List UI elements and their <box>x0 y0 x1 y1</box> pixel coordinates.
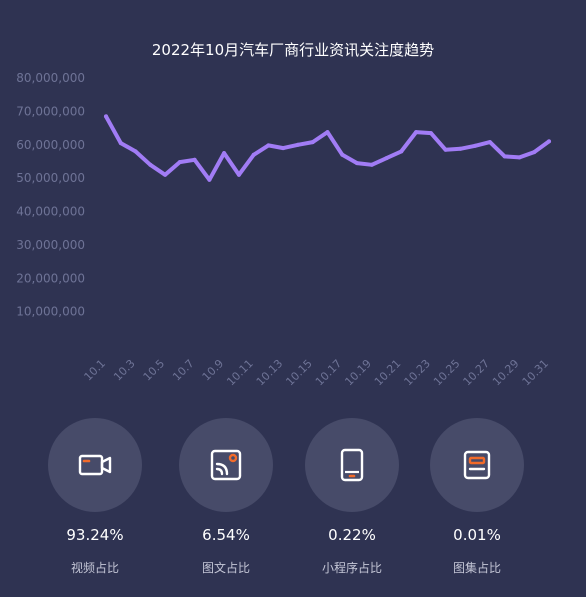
stat-image-text: 6.54% 图文占比 <box>166 418 286 588</box>
data-point <box>104 114 108 119</box>
video-icon-circle <box>48 418 142 512</box>
image-text-icon-circle <box>179 418 273 512</box>
stat-mini-program-percent: 0.22% <box>328 526 376 544</box>
x-tick-label: 10.19 <box>342 357 373 388</box>
data-point <box>384 156 389 161</box>
data-point <box>177 160 182 165</box>
y-tick-label: 80,000,000 <box>16 71 85 85</box>
gallery-icon <box>463 450 491 480</box>
stat-video-label: 视频占比 <box>70 561 119 575</box>
data-point <box>296 142 300 147</box>
data-point <box>118 141 123 146</box>
data-point <box>325 130 330 135</box>
data-point <box>192 157 197 162</box>
data-point <box>547 139 551 144</box>
y-tick-label: 50,000,000 <box>16 171 85 185</box>
y-tick-label: 30,000,000 <box>16 238 85 252</box>
x-tick-label: 10.27 <box>461 357 492 388</box>
data-point <box>355 161 359 166</box>
data-point <box>428 131 433 136</box>
chart-title: 2022年10月汽车厂商行业资讯关注度趋势 <box>151 41 435 59</box>
data-point <box>369 162 374 167</box>
data-point <box>163 172 168 177</box>
mini-program-icon <box>340 448 364 482</box>
gallery-icon-circle <box>430 418 524 512</box>
x-tick-label: 10.17 <box>313 357 344 388</box>
stat-gallery-label: 图集占比 <box>452 561 501 575</box>
x-tick-label: 10.5 <box>141 357 168 384</box>
data-point <box>222 151 227 156</box>
x-tick-label: 10.15 <box>283 357 314 388</box>
y-tick-label: 20,000,000 <box>16 271 85 285</box>
y-tick-label: 70,000,000 <box>16 104 85 118</box>
data-point <box>473 143 478 148</box>
data-point <box>281 146 286 151</box>
stat-video-percent: 93.24% <box>66 526 124 544</box>
data-point <box>443 147 448 152</box>
stat-gallery: 0.01% 图集占比 <box>417 418 537 588</box>
y-tick-label: 60,000,000 <box>16 138 85 152</box>
data-point <box>133 149 138 154</box>
data-point <box>340 152 345 157</box>
series-line <box>104 114 551 182</box>
data-point <box>266 143 271 148</box>
x-tick-label: 10.25 <box>431 357 462 388</box>
x-tick-label: 10.23 <box>402 357 433 388</box>
data-point <box>236 172 241 177</box>
trend-line-chart: 10,000,000 20,000,000 30,000,000 40,000,000… <box>16 71 551 388</box>
x-tick-label: 10.9 <box>200 357 227 384</box>
video-camera-icon <box>78 454 112 476</box>
data-point <box>414 130 419 135</box>
data-point <box>517 155 522 160</box>
x-tick-label: 10.31 <box>520 357 551 388</box>
data-point <box>458 146 463 151</box>
data-point <box>207 177 212 182</box>
data-point <box>532 150 537 155</box>
x-tick-label: 10.1 <box>82 357 109 384</box>
stat-gallery-percent: 0.01% <box>453 526 501 544</box>
data-point <box>310 140 315 145</box>
stat-image-text-label: 图文占比 <box>201 561 250 575</box>
data-point <box>502 154 507 159</box>
data-point <box>487 140 492 145</box>
stat-image-text-percent: 6.54% <box>202 526 250 544</box>
stat-video: 93.24% 视频占比 <box>35 418 155 588</box>
stat-mini-program-label: 小程序占比 <box>321 561 382 575</box>
mini-program-icon-circle <box>305 418 399 512</box>
stat-mini-program: 0.22% 小程序占比 <box>292 418 412 588</box>
share-stats: 93.24% 视频占比 6.54% 图文占比 <box>0 418 586 588</box>
x-tick-label: 10.11 <box>224 357 255 388</box>
x-tick-label: 10.3 <box>111 357 138 384</box>
data-point <box>251 152 256 157</box>
image-text-icon <box>210 449 242 481</box>
x-tick-label: 10.7 <box>170 357 197 384</box>
data-point <box>399 149 404 154</box>
x-tick-label: 10.13 <box>254 357 285 388</box>
y-tick-label: 40,000,000 <box>16 205 85 219</box>
x-tick-label: 10.29 <box>490 357 521 388</box>
data-point <box>148 162 153 167</box>
y-tick-label: 10,000,000 <box>16 305 85 319</box>
x-tick-label: 10.21 <box>372 357 403 388</box>
